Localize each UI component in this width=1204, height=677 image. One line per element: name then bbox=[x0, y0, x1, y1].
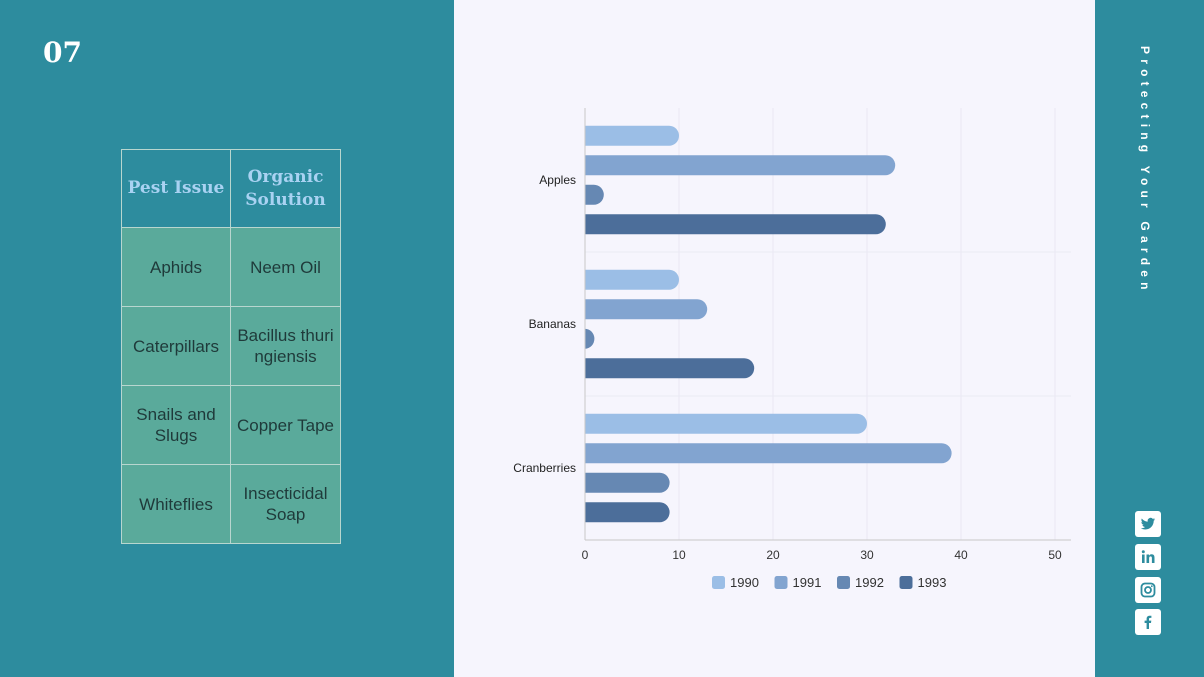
bar bbox=[575, 413, 867, 434]
facebook-icon[interactable] bbox=[1135, 609, 1161, 635]
bar-chart: 01020304050ApplesBananasCranberriesApple… bbox=[454, 108, 1071, 590]
legend-label: 1991 bbox=[793, 575, 822, 590]
table-cell-pest: Snails and Slugs bbox=[121, 385, 231, 465]
x-tick-label: 50 bbox=[1048, 548, 1062, 562]
table-cell-solution: Bacillus thuringiensis bbox=[230, 306, 341, 386]
legend-swatch bbox=[774, 576, 788, 589]
x-tick-label: 0 bbox=[582, 548, 589, 562]
legend-label: 1990 bbox=[730, 575, 759, 590]
bar bbox=[575, 299, 708, 320]
legend-swatch bbox=[837, 576, 850, 589]
bar bbox=[575, 214, 886, 235]
linkedin-icon[interactable] bbox=[1135, 544, 1161, 570]
table-cell-solution: Insecticidal Soap bbox=[230, 464, 341, 544]
bar bbox=[575, 125, 679, 146]
bar bbox=[575, 472, 670, 493]
legend-swatch bbox=[899, 576, 913, 589]
chart-panel: 01020304050ApplesBananasCranberriesApple… bbox=[454, 0, 1095, 677]
instagram-icon[interactable] bbox=[1135, 577, 1161, 603]
table-cell-solution: Copper Tape bbox=[230, 385, 341, 465]
x-tick-label: 40 bbox=[954, 548, 968, 562]
x-tick-label: 20 bbox=[766, 548, 780, 562]
category-label: Apples bbox=[539, 173, 576, 187]
table-cell-solution: Neem Oil bbox=[230, 227, 341, 307]
table-header-row: Pest Issue Organic Solution bbox=[121, 149, 341, 228]
table-row: Aphids Neem Oil bbox=[121, 227, 341, 307]
slide-number: 07 bbox=[43, 36, 82, 69]
side-title: Protecting Your Garden bbox=[1138, 46, 1152, 295]
table-row: Whiteflies Insecticidal Soap bbox=[121, 464, 341, 544]
bar bbox=[575, 358, 755, 379]
x-tick-label: 10 bbox=[672, 548, 686, 562]
bar bbox=[575, 443, 952, 464]
bar bbox=[575, 502, 670, 523]
category-label: Cranberries bbox=[513, 461, 576, 475]
legend-swatch bbox=[712, 576, 725, 589]
pest-solution-table: Pest Issue Organic Solution Aphids Neem … bbox=[121, 149, 341, 544]
x-tick-label: 30 bbox=[860, 548, 874, 562]
legend-label: 1993 bbox=[918, 575, 947, 590]
category-label: Bananas bbox=[529, 317, 576, 331]
bar bbox=[575, 269, 679, 290]
table-row: Caterpillars Bacillus thuringiensis bbox=[121, 306, 341, 386]
axis-mask bbox=[454, 108, 585, 540]
table-header-solution: Organic Solution bbox=[230, 149, 341, 228]
table-header-pest: Pest Issue bbox=[121, 149, 231, 228]
table-cell-pest: Aphids bbox=[121, 227, 231, 307]
twitter-icon[interactable] bbox=[1135, 511, 1161, 537]
legend-label: 1992 bbox=[855, 575, 884, 590]
bar bbox=[575, 155, 896, 176]
table-cell-pest: Whiteflies bbox=[121, 464, 231, 544]
table-cell-pest: Caterpillars bbox=[121, 306, 231, 386]
table-row: Snails and Slugs Copper Tape bbox=[121, 385, 341, 465]
